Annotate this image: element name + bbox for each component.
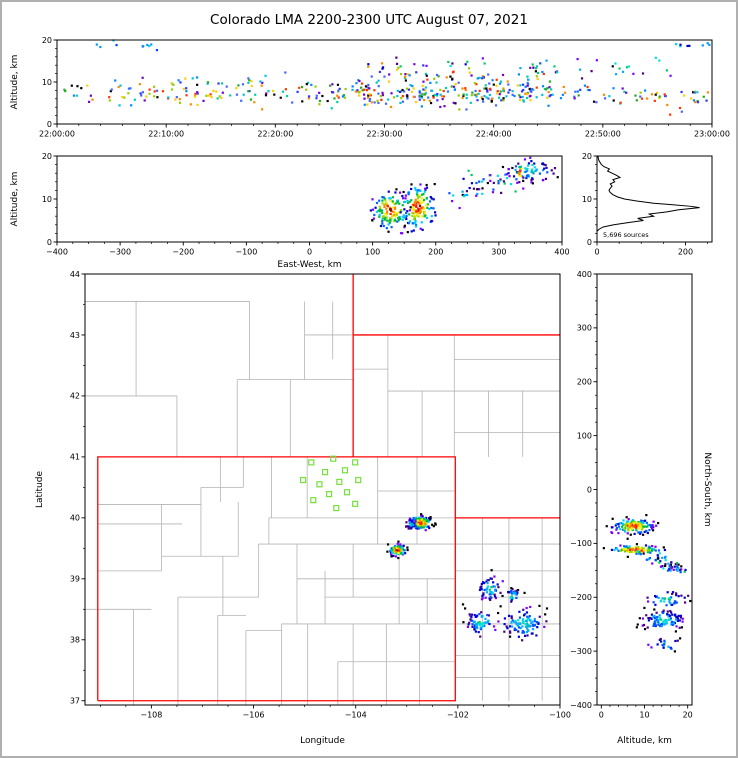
panel-plan-view: −108 −106 −104 −102 −100 37 38 39 40 41 42 43 44 Long…: [35, 270, 571, 746]
svg-text:East-West, km: East-West, km: [277, 260, 341, 270]
svg-text:0: 0: [587, 485, 592, 494]
svg-text:400: 400: [577, 270, 592, 279]
svg-text:−100: −100: [549, 711, 571, 720]
svg-text:0: 0: [599, 711, 604, 720]
svg-text:39: 39: [70, 575, 80, 584]
svg-text:Altitude, km: Altitude, km: [617, 736, 672, 746]
svg-text:0: 0: [307, 248, 312, 257]
svg-text:20: 20: [42, 36, 52, 45]
svg-text:200: 200: [577, 378, 592, 387]
svg-text:−102: −102: [447, 711, 469, 720]
svg-text:22:40:00: 22:40:00: [476, 130, 512, 139]
scatter-points: [386, 513, 549, 642]
svg-text:0: 0: [587, 238, 592, 247]
svg-text:−300: −300: [109, 248, 131, 257]
svg-text:10: 10: [42, 195, 52, 204]
svg-text:22:10:00: 22:10:00: [148, 130, 184, 139]
svg-text:−100: −100: [235, 248, 257, 257]
sources-annotation: 5,696 sources: [603, 231, 649, 239]
svg-text:5,696 sources: 5,696 sources: [603, 231, 649, 239]
svg-text:37: 37: [70, 697, 80, 706]
svg-text:−300: −300: [570, 647, 592, 656]
svg-text:22:50:00: 22:50:00: [585, 130, 621, 139]
svg-text:10: 10: [582, 195, 592, 204]
svg-text:38: 38: [70, 636, 80, 645]
svg-text:Longitude: Longitude: [300, 736, 345, 746]
svg-text:43: 43: [70, 331, 80, 340]
panel-histogram: 5,696 sources 0 200 0 10 20: [582, 152, 713, 257]
panel-time-height: 22:00:00 22:10:00 22:20:00 22:30:00 22:40:00…: [10, 36, 730, 139]
svg-text:400: 400: [554, 248, 569, 257]
svg-text:−106: −106: [243, 711, 265, 720]
svg-text:Altitude, km: Altitude, km: [10, 172, 20, 227]
histogram-profile: [596, 155, 700, 242]
svg-text:−400: −400: [46, 248, 68, 257]
county-lines: [85, 301, 560, 705]
axes: −108 −106 −104 −102 −100 37 38 39 40 41 42 43 44 Long…: [35, 270, 571, 746]
svg-text:40: 40: [70, 514, 80, 523]
axes: 0 200 0 10 20: [582, 152, 713, 257]
scatter-points: [369, 156, 559, 235]
svg-text:−104: −104: [345, 711, 367, 720]
svg-text:200: 200: [428, 248, 443, 257]
figure-title: Colorado LMA 2200-2300 UTC August 07, 20…: [210, 12, 528, 28]
svg-text:0: 0: [47, 238, 52, 247]
svg-text:10: 10: [639, 711, 649, 720]
svg-text:300: 300: [491, 248, 506, 257]
svg-text:23:00:00: 23:00:00: [694, 130, 730, 139]
svg-text:41: 41: [70, 453, 80, 462]
svg-text:22:20:00: 22:20:00: [257, 130, 293, 139]
svg-text:−200: −200: [172, 248, 194, 257]
svg-text:−100: −100: [570, 539, 592, 548]
scatter-points: [63, 39, 711, 116]
svg-text:300: 300: [577, 324, 592, 333]
svg-text:44: 44: [70, 270, 80, 279]
svg-text:22:00:00: 22:00:00: [39, 130, 75, 139]
svg-text:−200: −200: [570, 593, 592, 602]
svg-text:−108: −108: [140, 711, 162, 720]
state-borders: [97, 274, 560, 702]
panel-east-west: −400 −300 −200 −100 0 100 200 300 400 0 10 20 East-W…: [10, 152, 570, 270]
svg-text:100: 100: [365, 248, 380, 257]
svg-text:20: 20: [42, 152, 52, 161]
svg-text:20: 20: [683, 711, 693, 720]
svg-text:Altitude, km: Altitude, km: [10, 55, 20, 110]
svg-text:10: 10: [42, 78, 52, 87]
axes: 0 10 20 400 300 200 100 0 −100 −200 −300 −400 Altitu…: [570, 270, 712, 746]
svg-text:42: 42: [70, 392, 80, 401]
axes: 22:00:00 22:10:00 22:20:00 22:30:00 22:40:00…: [10, 36, 730, 139]
svg-text:22:30:00: 22:30:00: [367, 130, 403, 139]
svg-text:100: 100: [577, 431, 592, 440]
panel-north-south: 0 10 20 400 300 200 100 0 −100 −200 −300 −400 Altitu…: [570, 270, 712, 746]
svg-text:North-South, km: North-South, km: [702, 452, 712, 526]
svg-text:200: 200: [678, 248, 693, 257]
svg-text:−400: −400: [570, 701, 592, 710]
svg-text:0: 0: [47, 120, 52, 129]
axes: −400 −300 −200 −100 0 100 200 300 400 0 10 20 East-W…: [10, 152, 570, 270]
svg-text:20: 20: [582, 152, 592, 161]
lma-stations: [299, 455, 362, 512]
svg-text:0: 0: [594, 248, 599, 257]
svg-text:Latitude: Latitude: [35, 471, 45, 509]
scatter-points: [602, 513, 692, 653]
